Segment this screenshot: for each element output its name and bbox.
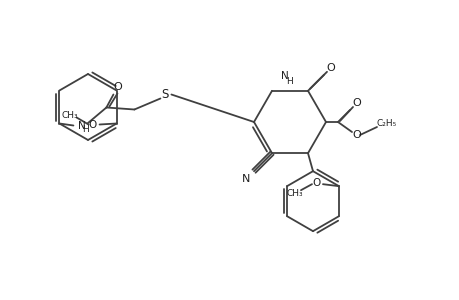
Text: N: N [241,174,250,184]
Text: S: S [162,88,169,101]
Text: N: N [280,71,288,81]
Text: CH₃: CH₃ [286,189,302,198]
Text: C₂H₅: C₂H₅ [376,118,396,127]
Text: O: O [88,119,96,130]
Text: O: O [312,178,320,188]
Text: O: O [352,130,361,140]
Text: H: H [82,125,89,134]
Text: O: O [113,82,122,92]
Text: O: O [326,63,335,73]
Text: N: N [78,121,86,130]
Text: H: H [286,77,293,86]
Text: CH₃: CH₃ [61,111,78,120]
Text: O: O [352,98,361,108]
